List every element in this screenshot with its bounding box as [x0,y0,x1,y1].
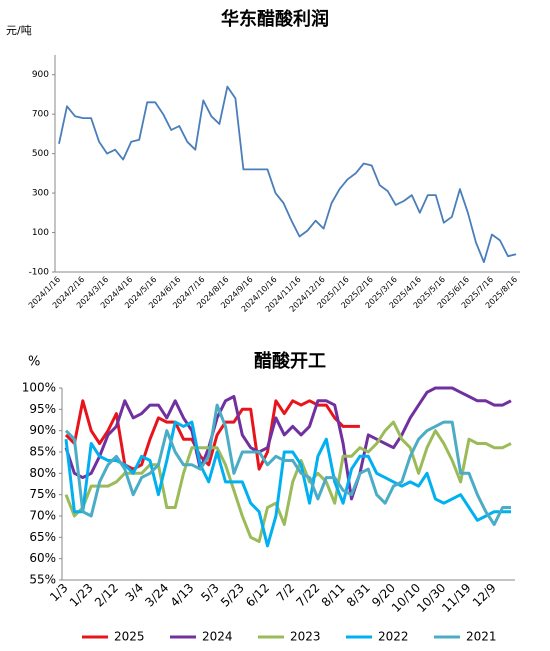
series-line [64,420,512,544]
x-tick-label: 7/22 [294,581,323,610]
x-tick-label: 2/12 [92,581,121,610]
legend-label: 2024 [202,630,233,644]
x-tick-label: 3/24 [142,581,171,610]
y-tick-label: 700 [32,110,49,120]
legend-label: 2022 [378,630,409,644]
x-tick-label: 4/13 [168,581,197,610]
y-tick-label: 55% [29,573,56,587]
legend-label: 2023 [290,630,321,644]
legend-label: 2021 [466,630,497,644]
x-tick-label: 6/12 [243,581,272,610]
y-tick-label: 75% [29,487,56,501]
x-tick-label: 1/23 [67,581,96,610]
y-tick-label: 500 [32,149,49,159]
chart-title: 华东醋酸利润 [221,8,329,30]
x-tick-label: 5/23 [218,581,247,610]
legend-label: 2025 [114,630,145,644]
x-tick-label: 11/19 [439,581,473,615]
y-tick-label: 80% [29,466,56,480]
y-tick-label: 95% [29,402,56,416]
series-line [64,403,511,526]
y-tick-label: 65% [29,530,56,544]
series-line [64,420,511,548]
series-line [58,85,517,263]
x-tick-label: 8/31 [344,581,373,610]
chart-title: 醋酸开工 [254,350,326,372]
y-tick-label: -100 [29,268,50,278]
x-tick-label: 8/11 [319,581,348,610]
y-unit: % [28,355,40,370]
y-tick-label: 100% [22,381,56,395]
series-line [64,386,512,501]
x-tick-label: 12/9 [470,581,499,610]
y-tick-label: 85% [29,445,56,459]
y-tick-label: 300 [32,189,49,199]
y-tick-label: 70% [29,509,56,523]
y-tick-label: 100 [32,228,49,238]
y-tick-label: 900 [32,70,49,80]
series-line [64,399,360,471]
y-unit: 元/吨 [6,24,32,37]
y-tick-label: 90% [29,423,56,437]
y-tick-label: 60% [29,551,56,565]
